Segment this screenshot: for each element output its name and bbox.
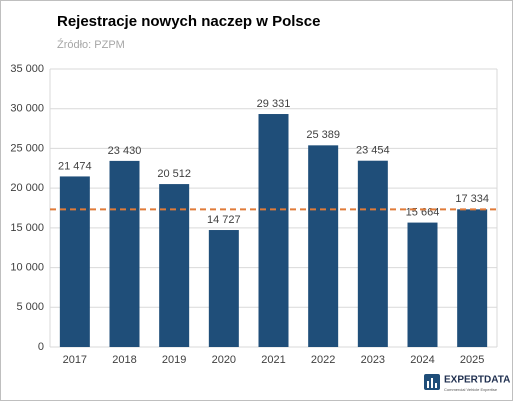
y-tick-label: 15 000 xyxy=(10,222,44,234)
x-tick-label: 2024 xyxy=(410,354,434,366)
logo-icon-bar xyxy=(435,383,437,388)
x-tick-label: 2020 xyxy=(212,354,236,366)
value-label: 25 389 xyxy=(306,129,340,141)
logo-name: EXPERTDATA xyxy=(444,375,510,386)
y-tick-label: 5 000 xyxy=(16,301,44,313)
value-label: 23 454 xyxy=(356,145,390,157)
value-label: 21 474 xyxy=(58,160,92,172)
chart-title: Rejestracje nowych naczep w Polsce xyxy=(57,13,320,30)
x-tick-label: 2017 xyxy=(63,354,87,366)
value-label: 15 664 xyxy=(406,206,440,218)
bar xyxy=(258,114,289,347)
x-tick-label: 2021 xyxy=(261,354,285,366)
bar xyxy=(308,145,339,347)
logo-icon-bar xyxy=(431,378,433,388)
bar xyxy=(109,160,140,347)
x-tick-label: 2025 xyxy=(460,354,484,366)
y-tick-label: 30 000 xyxy=(10,103,44,115)
value-label: 29 331 xyxy=(257,98,291,110)
x-tick-label: 2019 xyxy=(162,354,186,366)
bar xyxy=(457,209,488,347)
bar xyxy=(357,160,388,347)
value-label: 23 430 xyxy=(108,145,142,157)
y-tick-label: 0 xyxy=(38,341,44,353)
y-tick-label: 35 000 xyxy=(10,63,44,75)
bar xyxy=(407,222,438,347)
bar xyxy=(208,230,239,347)
x-tick-label: 2022 xyxy=(311,354,335,366)
bar xyxy=(59,176,90,347)
chart-subtitle: Źródło: PZPM xyxy=(57,38,125,51)
y-tick-label: 20 000 xyxy=(10,182,44,194)
logo: EXPERTDATA Commercial Vehicle Expertise xyxy=(424,374,510,392)
bar xyxy=(159,184,190,347)
x-tick-label: 2018 xyxy=(112,354,136,366)
x-tick-label: 2023 xyxy=(361,354,385,366)
value-label: 17 334 xyxy=(455,193,489,205)
value-label: 14 727 xyxy=(207,214,241,226)
value-label: 20 512 xyxy=(157,168,191,180)
logo-tagline: Commercial Vehicle Expertise xyxy=(444,387,498,392)
y-tick-label: 25 000 xyxy=(10,142,44,154)
logo-icon-bar xyxy=(427,381,429,388)
y-tick-label: 10 000 xyxy=(10,261,44,273)
